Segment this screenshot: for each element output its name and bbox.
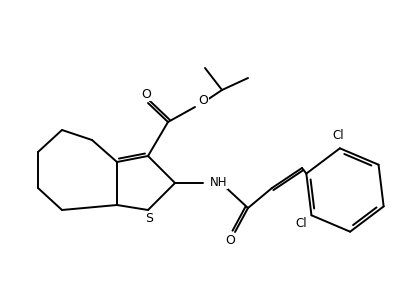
Text: O: O (225, 235, 235, 248)
Text: NH: NH (210, 176, 228, 189)
Text: S: S (145, 212, 153, 224)
Text: O: O (198, 94, 208, 106)
Text: Cl: Cl (295, 217, 307, 229)
Text: Cl: Cl (332, 129, 344, 142)
Text: O: O (141, 88, 151, 100)
